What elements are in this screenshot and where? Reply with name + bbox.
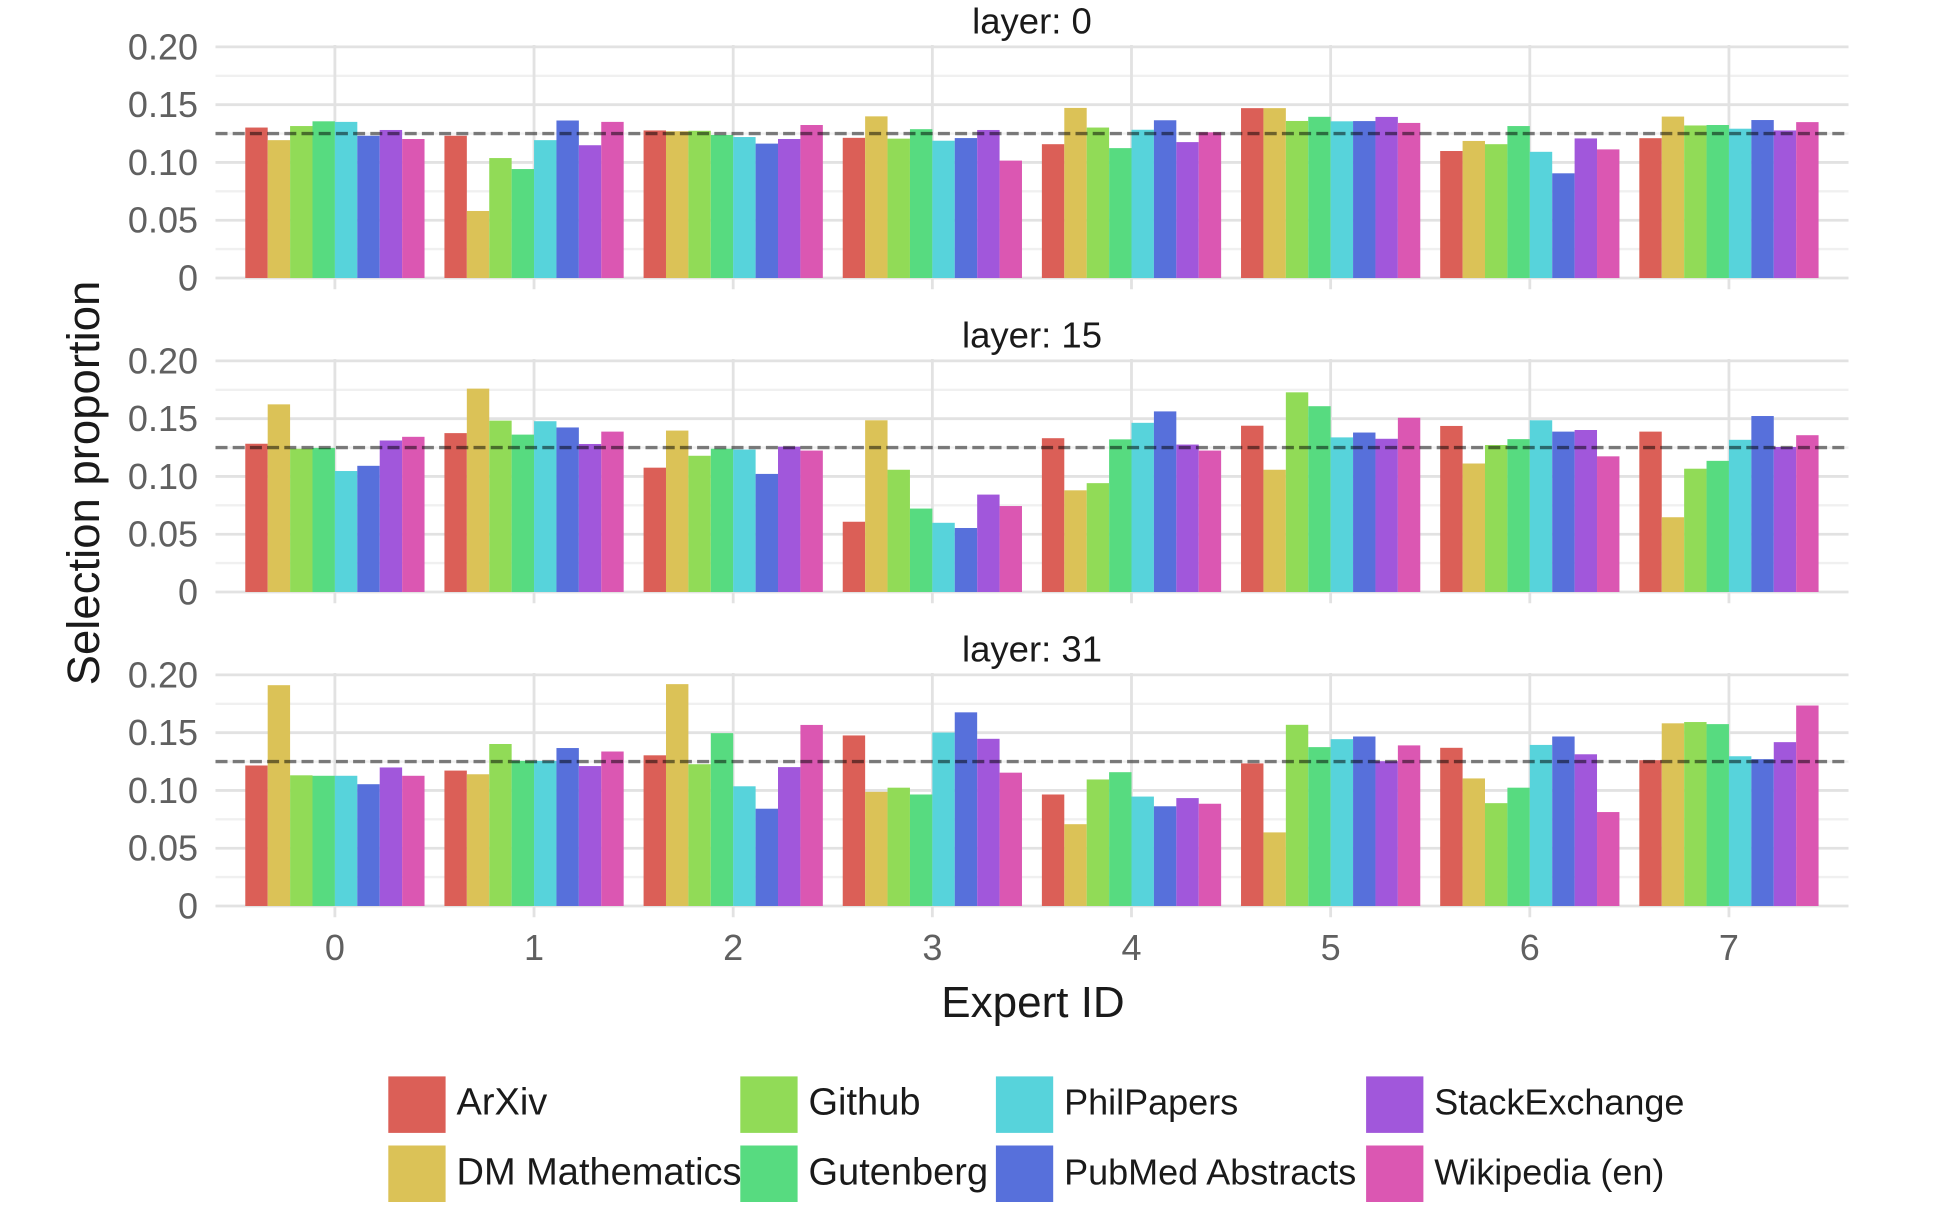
svg-text:Github: Github <box>809 1082 921 1124</box>
svg-text:0.20: 0.20 <box>128 26 198 67</box>
svg-text:layer: 0: layer: 0 <box>972 1 1092 42</box>
svg-text:7: 7 <box>1719 927 1739 968</box>
svg-text:5: 5 <box>1321 927 1341 968</box>
svg-text:PubMed Abstracts: PubMed Abstracts <box>1064 1152 1356 1193</box>
svg-text:4: 4 <box>1121 927 1141 968</box>
svg-text:1: 1 <box>524 927 544 968</box>
svg-text:DM Mathematics: DM Mathematics <box>457 1152 742 1194</box>
svg-text:0.05: 0.05 <box>128 828 198 869</box>
svg-text:Selection proportion: Selection proportion <box>58 281 109 686</box>
svg-text:StackExchange: StackExchange <box>1434 1082 1684 1123</box>
svg-text:0: 0 <box>178 257 198 298</box>
svg-text:0: 0 <box>178 571 198 612</box>
svg-text:0: 0 <box>325 927 345 968</box>
svg-text:layer: 31: layer: 31 <box>962 629 1102 670</box>
svg-text:6: 6 <box>1520 927 1540 968</box>
svg-text:Expert ID: Expert ID <box>941 978 1124 1027</box>
svg-text:0: 0 <box>178 885 198 926</box>
svg-text:PhilPapers: PhilPapers <box>1064 1082 1238 1123</box>
svg-text:ArXiv: ArXiv <box>457 1082 548 1124</box>
svg-text:2: 2 <box>723 927 743 968</box>
svg-text:0.20: 0.20 <box>128 340 198 381</box>
svg-text:0.05: 0.05 <box>128 514 198 555</box>
svg-text:0.15: 0.15 <box>128 84 198 125</box>
svg-text:0.10: 0.10 <box>128 142 198 183</box>
svg-text:0.15: 0.15 <box>128 398 198 439</box>
svg-text:0.20: 0.20 <box>128 654 198 695</box>
svg-text:Gutenberg: Gutenberg <box>809 1152 989 1194</box>
svg-text:Wikipedia (en): Wikipedia (en) <box>1434 1152 1664 1193</box>
svg-text:0.05: 0.05 <box>128 200 198 241</box>
svg-text:0.10: 0.10 <box>128 456 198 497</box>
svg-text:0.15: 0.15 <box>128 712 198 753</box>
svg-text:layer: 15: layer: 15 <box>962 315 1102 356</box>
svg-text:0.10: 0.10 <box>128 770 198 811</box>
svg-text:3: 3 <box>922 927 942 968</box>
